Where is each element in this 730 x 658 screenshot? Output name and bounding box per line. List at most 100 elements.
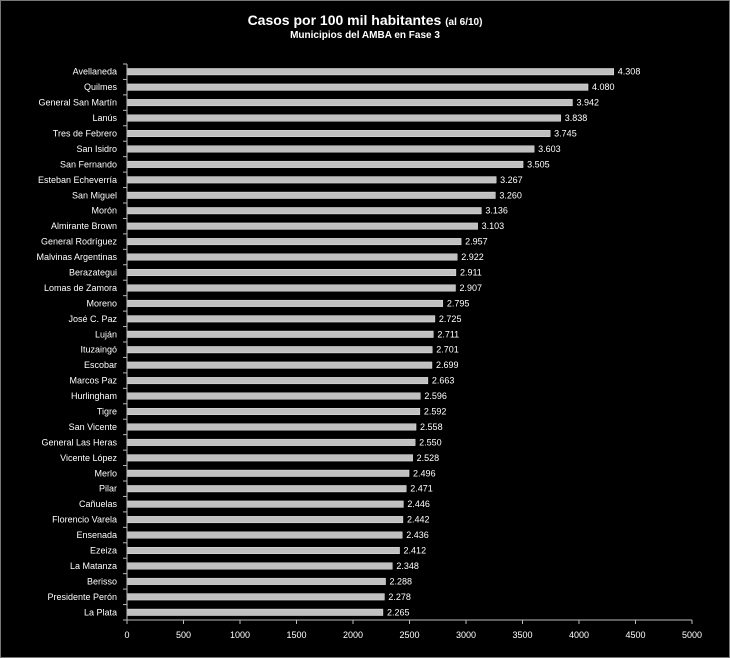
bar: [126, 377, 429, 385]
bar: [126, 130, 551, 137]
chart-title-note: (al 6/10): [445, 17, 483, 28]
category-label: Berazategui: [69, 268, 117, 278]
value-label: 3.136: [485, 206, 508, 216]
bar: [126, 408, 421, 415]
value-label: 2.911: [460, 268, 482, 278]
value-label: 2.496: [413, 468, 436, 478]
category-label: Quilmes: [84, 82, 118, 92]
category-label: Florencio Varela: [52, 515, 117, 525]
bar: [126, 593, 385, 601]
category-label: La Matanza: [70, 561, 117, 571]
bar: [126, 222, 478, 230]
bar: [126, 284, 456, 292]
category-label: Berisso: [87, 576, 117, 586]
value-label: 2.795: [447, 298, 470, 308]
value-label: 2.957: [465, 237, 488, 247]
category-label: Cañuelas: [79, 499, 118, 509]
bar: [126, 114, 561, 122]
bar: [126, 531, 403, 539]
value-label: 3.505: [527, 159, 550, 169]
category-label: Marcos Paz: [69, 376, 117, 386]
category-label: Malvinas Argentinas: [36, 252, 117, 262]
bar: [126, 469, 410, 477]
bar: [126, 99, 573, 107]
value-label: 2.550: [419, 437, 442, 447]
x-tick-label: 1000: [230, 630, 250, 640]
category-label: Tigre: [97, 407, 117, 417]
category-label: Luján: [95, 329, 117, 339]
category-label: Pilar: [99, 484, 117, 494]
value-label: 4.308: [618, 67, 641, 77]
category-label: San Fernando: [60, 159, 117, 169]
category-label: General Rodríguez: [41, 237, 118, 247]
bar: [126, 577, 386, 585]
category-label: Merlo: [94, 468, 117, 478]
category-label: Moreno: [86, 298, 117, 308]
value-label: 2.701: [436, 345, 459, 355]
x-tick-label: 5000: [682, 630, 702, 640]
bar: [126, 454, 413, 462]
bar: [126, 299, 444, 307]
category-label: La Plata: [84, 607, 117, 617]
category-label: Ezeiza: [90, 546, 117, 556]
bar: [126, 238, 462, 246]
bar: [126, 423, 417, 431]
bar: [126, 83, 589, 91]
value-label: 3.103: [482, 221, 505, 231]
bar: [126, 253, 458, 261]
category-label: Hurlingham: [71, 391, 117, 401]
bar: [126, 145, 535, 153]
value-label: 3.260: [499, 190, 522, 200]
bar: [126, 191, 496, 199]
category-label: Lanús: [92, 113, 117, 123]
chart-subtitle: Municipios del AMBA en Fase 3: [290, 30, 440, 41]
category-label: José C. Paz: [68, 314, 117, 324]
bar: [126, 547, 400, 554]
x-tick-label: 1500: [286, 630, 306, 640]
category-label: Avellaneda: [73, 67, 117, 77]
value-label: 3.942: [576, 98, 599, 108]
value-label: 2.596: [424, 391, 447, 401]
value-label: 2.558: [420, 422, 443, 432]
bar: [126, 392, 421, 400]
value-label: 2.471: [410, 484, 433, 494]
category-label: San Vicente: [69, 422, 117, 432]
value-label: 2.699: [436, 360, 459, 370]
category-label: Almirante Brown: [51, 221, 117, 231]
value-label: 2.711: [437, 329, 459, 339]
value-label: 2.446: [407, 499, 430, 509]
bar: [126, 516, 404, 524]
value-label: 2.663: [432, 376, 455, 386]
bar: [126, 176, 497, 184]
chart-title: Casos por 100 mil habitantes (al 6/10): [0, 12, 730, 28]
bar: [126, 608, 384, 616]
category-label: Morón: [91, 206, 117, 216]
bar: [126, 346, 433, 354]
value-label: 3.838: [565, 113, 588, 123]
chart-title-main: Casos por 100 mil habitantes: [247, 12, 442, 28]
x-tick-label: 4500: [625, 630, 645, 640]
category-label: Ituzaingó: [80, 345, 117, 355]
category-label: Lomas de Zamora: [44, 283, 117, 293]
bar: [126, 68, 614, 76]
x-tick-label: 0: [124, 630, 129, 640]
value-label: 2.278: [388, 592, 411, 602]
category-label: San Isidro: [76, 144, 117, 154]
value-label: 3.745: [554, 129, 577, 139]
x-tick-label: 3000: [456, 630, 476, 640]
category-label: Presidente Perón: [47, 592, 117, 602]
bar: [126, 500, 404, 508]
category-label: Tres de Febrero: [53, 129, 117, 139]
bar: [126, 438, 416, 446]
category-label: Vicente López: [60, 453, 117, 463]
category-label: General San Martín: [38, 98, 117, 108]
bar: [126, 361, 433, 369]
x-tick-label: 500: [176, 630, 191, 640]
value-label: 2.412: [404, 546, 427, 556]
bar: [126, 330, 434, 338]
value-label: 2.288: [390, 576, 413, 586]
bar: [126, 485, 407, 493]
bar: [126, 160, 524, 168]
bar: [126, 207, 482, 215]
